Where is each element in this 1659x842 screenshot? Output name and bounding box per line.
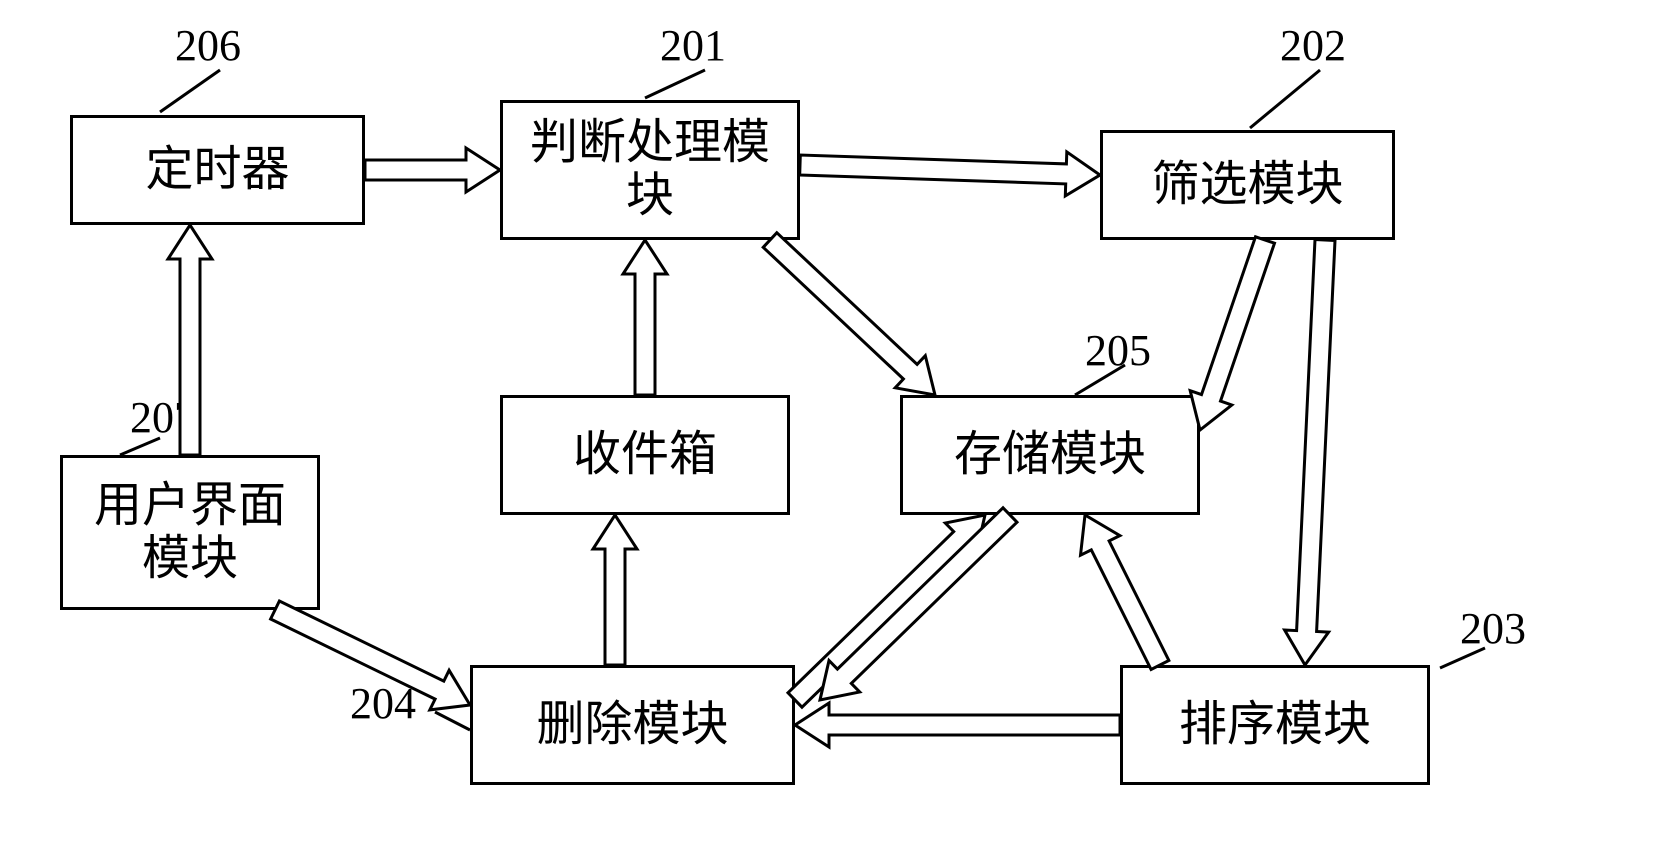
node-sort: 排序模块 — [1120, 665, 1430, 785]
label-203: 203 — [1460, 603, 1526, 654]
diagram-stage: 定时器 判断处理模块 筛选模块 用户界面模块 收件箱 存储模块 删除模块 排序模… — [0, 0, 1659, 842]
edge-inbox-to-judge — [623, 240, 667, 395]
leader-line-1 — [645, 70, 705, 98]
label-201-text: 201 — [660, 21, 726, 70]
label-206-text: 206 — [175, 21, 241, 70]
label-202-text: 202 — [1280, 21, 1346, 70]
edge-delete-to-storage — [788, 515, 985, 707]
node-judge: 判断处理模块 — [500, 100, 800, 240]
leader-line-0 — [160, 70, 220, 112]
label-206: 206 — [175, 20, 241, 71]
node-ui: 用户界面模块 — [60, 455, 320, 610]
node-ui-label: 用户界面模块 — [71, 480, 309, 586]
edge-judge-to-storage — [763, 233, 935, 395]
leader-line-5 — [435, 712, 470, 730]
node-sort-label: 排序模块 — [1179, 699, 1371, 752]
node-delete: 删除模块 — [470, 665, 795, 785]
node-judge-label: 判断处理模块 — [511, 117, 789, 223]
label-207: 207 — [130, 392, 196, 443]
node-timer-label: 定时器 — [145, 144, 289, 197]
node-filter: 筛选模块 — [1100, 130, 1395, 240]
node-storage: 存储模块 — [900, 395, 1200, 515]
label-203-text: 203 — [1460, 604, 1526, 653]
node-storage-label: 存储模块 — [954, 429, 1146, 482]
edge-timer-to-judge — [365, 148, 500, 192]
edge-sort-to-storage — [1081, 515, 1169, 670]
label-201: 201 — [660, 20, 726, 71]
label-205: 205 — [1085, 325, 1151, 376]
edge-sort-to-delete — [795, 703, 1120, 747]
label-204: 204 — [350, 678, 416, 729]
node-filter-label: 筛选模块 — [1151, 159, 1343, 212]
leader-line-2 — [1250, 70, 1320, 128]
edge-judge-to-filter — [800, 152, 1100, 196]
label-204-text: 204 — [350, 679, 416, 728]
edge-filter-to-sort — [1285, 240, 1335, 666]
edge-delete-to-inbox — [593, 515, 637, 665]
node-inbox: 收件箱 — [500, 395, 790, 515]
node-delete-label: 删除模块 — [536, 699, 728, 752]
node-timer: 定时器 — [70, 115, 365, 225]
label-207-text: 207 — [130, 393, 196, 442]
edge-storage-to-delete — [820, 508, 1017, 700]
edge-filter-to-storage — [1190, 237, 1274, 430]
label-202: 202 — [1280, 20, 1346, 71]
node-inbox-label: 收件箱 — [573, 429, 717, 482]
label-205-text: 205 — [1085, 326, 1151, 375]
